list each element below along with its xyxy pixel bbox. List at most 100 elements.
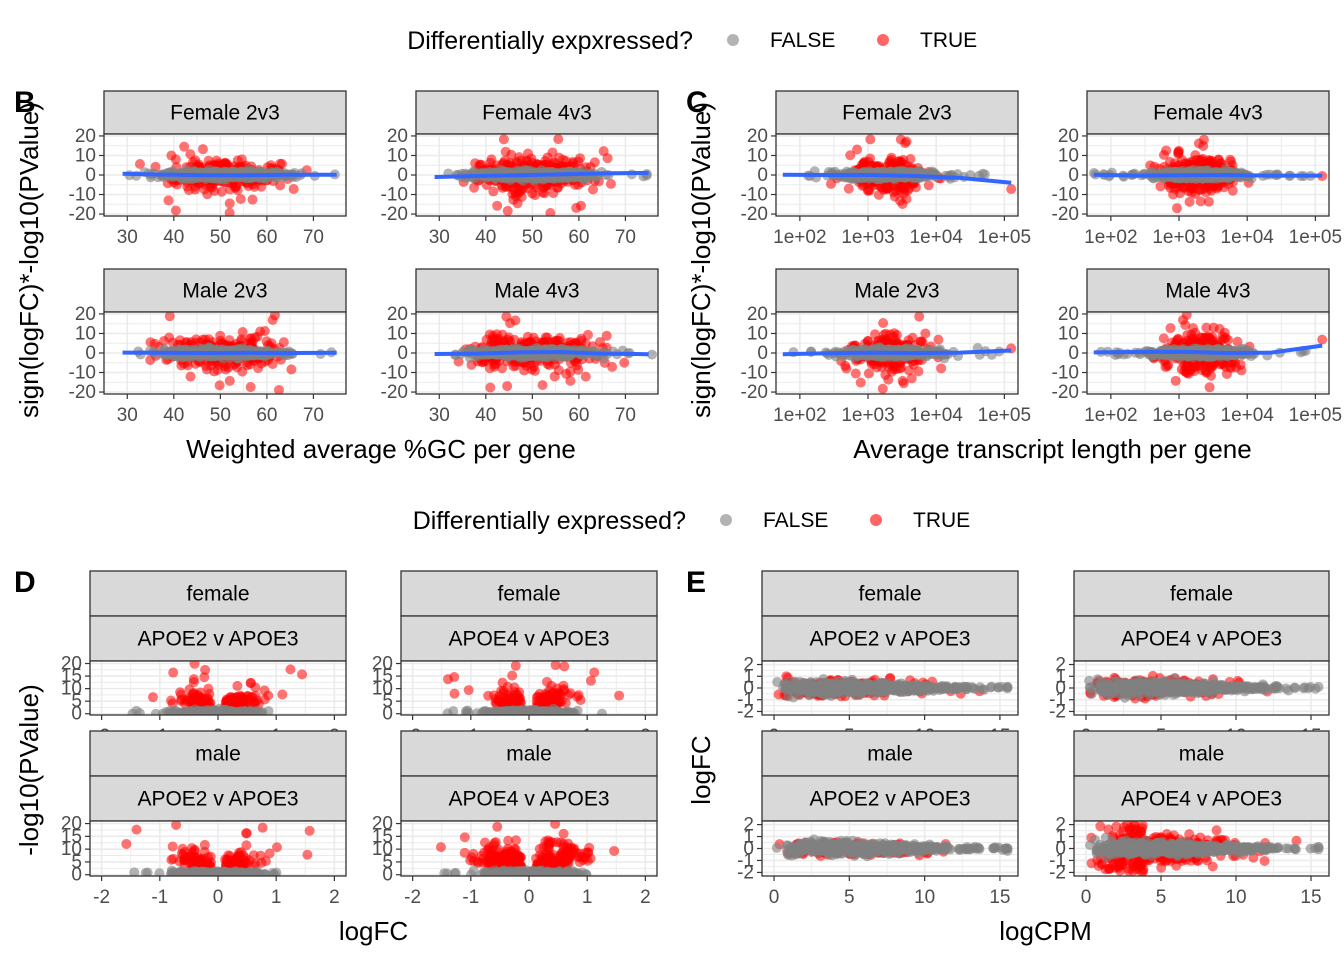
x-tick-label: 40 xyxy=(163,405,184,426)
smooth-line xyxy=(122,171,337,178)
point-true xyxy=(488,333,499,344)
point-true xyxy=(571,202,582,213)
point-false xyxy=(646,349,657,360)
point-true xyxy=(247,194,258,205)
point-true xyxy=(1193,138,1204,149)
legend-title: Differentially expxressed? xyxy=(407,27,693,55)
point-true xyxy=(914,312,925,322)
legend-key-true xyxy=(870,514,882,526)
y-tick-label: 0 xyxy=(397,343,408,364)
point-true xyxy=(235,194,246,205)
point-true xyxy=(158,336,169,347)
x-tick-label: 50 xyxy=(522,405,543,426)
point-true xyxy=(1203,196,1214,207)
x-tick-label: 60 xyxy=(568,405,589,426)
x-tick-label: 70 xyxy=(303,405,324,426)
point-true xyxy=(498,134,509,145)
point-true xyxy=(1195,196,1206,207)
point-true xyxy=(269,312,280,321)
point-true xyxy=(278,337,289,348)
point-true xyxy=(880,334,891,345)
x-tick-label: 60 xyxy=(256,405,277,426)
x-tick-label: 50 xyxy=(210,405,231,426)
point-true xyxy=(185,371,196,382)
x-tick-label: 50 xyxy=(522,227,543,248)
facet-strip xyxy=(775,90,1019,135)
legend-key-true xyxy=(877,34,889,46)
facet-strip-label: Male 2v3 xyxy=(182,280,267,303)
facet-strip xyxy=(103,268,347,313)
point-true xyxy=(197,144,208,155)
points xyxy=(434,312,657,393)
point-true xyxy=(907,332,918,343)
point-true xyxy=(236,154,247,165)
point-true xyxy=(845,150,856,161)
y-tick-label: -10 xyxy=(69,363,96,384)
point-true xyxy=(888,187,899,198)
point-true xyxy=(573,156,584,167)
point-true xyxy=(898,378,909,389)
point-true xyxy=(224,207,235,216)
point-true xyxy=(201,361,212,372)
point-true xyxy=(852,144,863,155)
x-tick-label: 40 xyxy=(475,405,496,426)
point-true xyxy=(224,198,235,209)
points xyxy=(434,134,652,216)
y-tick-label: -20 xyxy=(381,204,408,225)
point-true xyxy=(481,179,492,190)
legend-key-false xyxy=(720,514,732,526)
point-true xyxy=(516,185,527,196)
point-true xyxy=(502,381,513,392)
point-true xyxy=(548,188,559,199)
point-true xyxy=(565,375,576,386)
smooth-line xyxy=(782,172,1012,185)
point-true xyxy=(601,330,612,341)
point-true xyxy=(587,184,598,195)
point-true xyxy=(840,360,851,371)
point-true xyxy=(887,158,898,169)
point-true xyxy=(512,198,523,209)
smooth-line xyxy=(434,170,649,179)
facet-strip xyxy=(775,268,1019,313)
legend-label-false: FALSE xyxy=(763,509,828,532)
point-true xyxy=(920,328,931,339)
x-tick-label: 1e+04 xyxy=(910,227,964,248)
y-tick-label: -10 xyxy=(381,363,408,384)
y-tick-label: -10 xyxy=(1052,185,1079,206)
point-true xyxy=(526,364,537,375)
y-tick-label: 0 xyxy=(85,165,96,186)
point-true xyxy=(549,371,560,382)
point-true xyxy=(286,364,297,375)
point-true xyxy=(288,184,299,195)
y-tick-label: 10 xyxy=(1058,145,1079,166)
y-tick-label: 20 xyxy=(747,126,768,147)
y-tick-label: 10 xyxy=(747,145,768,166)
y-tick-label: 20 xyxy=(1058,126,1079,147)
point-true xyxy=(492,200,503,211)
y-tick-label: -10 xyxy=(741,185,768,206)
point-true xyxy=(216,186,227,197)
y-tick-label: -20 xyxy=(741,204,768,225)
y-tick-label: 20 xyxy=(75,126,96,147)
point-true xyxy=(273,384,284,394)
point-true xyxy=(488,186,499,197)
points xyxy=(122,141,340,216)
x-tick-label: 70 xyxy=(615,227,636,248)
x-tick-label: 40 xyxy=(475,227,496,248)
point-true xyxy=(933,334,944,345)
facet-strip-label: Female 2v3 xyxy=(842,102,952,125)
point-true xyxy=(573,364,584,375)
point-true xyxy=(826,178,837,189)
facet-strip xyxy=(415,268,659,313)
y-tick-label: 0 xyxy=(757,165,768,186)
x-tick-label: 1e+04 xyxy=(1221,227,1275,248)
facet-strip-label: Female 4v3 xyxy=(1153,102,1263,125)
facet-strip-label: Male 4v3 xyxy=(494,280,579,303)
y-tick-label: 10 xyxy=(75,323,96,344)
point-true xyxy=(589,157,600,168)
